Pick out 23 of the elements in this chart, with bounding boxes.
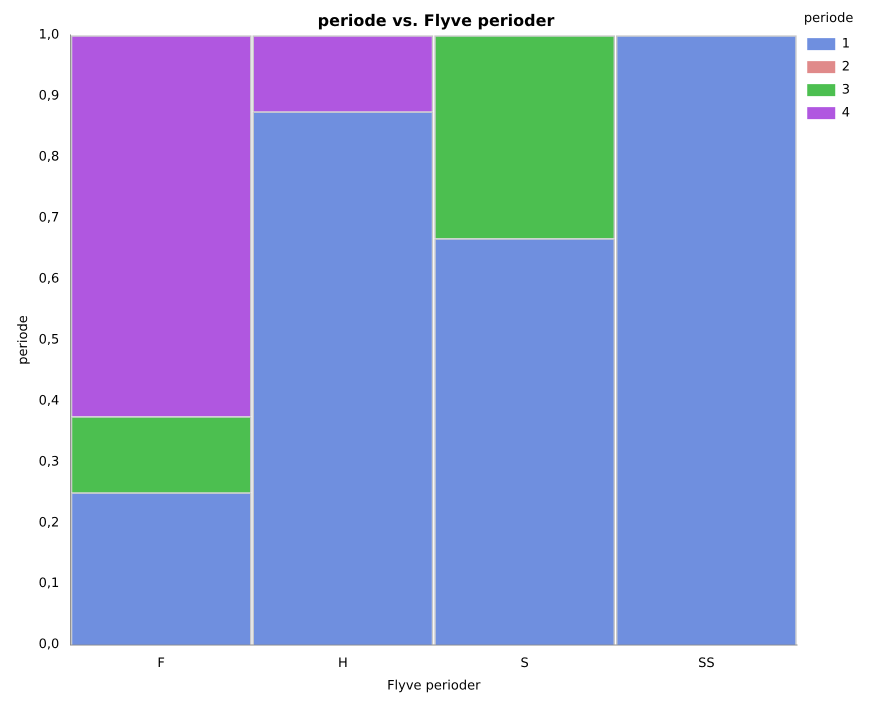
x-tick-label: S (520, 656, 529, 671)
legend-label: 3 (842, 82, 850, 98)
legend-label: 2 (842, 59, 850, 74)
y-tick-label: 0,2 (38, 515, 60, 530)
y-tick-label: 1,0 (38, 28, 60, 43)
x-tick-label: F (157, 656, 165, 671)
legend-label: 4 (842, 105, 850, 120)
legend-title: periode (804, 10, 854, 26)
y-tick-label: 0,4 (38, 393, 60, 408)
y-tick-label: 0,3 (38, 454, 60, 470)
y-tick-label: 0,1 (38, 576, 60, 592)
y-tick-label: 0,0 (38, 637, 60, 652)
y-tick-label: 0,7 (38, 210, 60, 226)
x-axis-title: Flyve perioder (387, 678, 482, 694)
x-tick-label: SS (698, 656, 715, 671)
y-tick-label: 0,6 (38, 271, 60, 286)
chart-title: periode vs. Flyve perioder (318, 10, 554, 30)
legend-label: 1 (842, 36, 850, 52)
y-tick-label: 0,8 (38, 149, 60, 164)
y-tick-label: 0,5 (38, 332, 60, 348)
y-axis-title: periode (16, 315, 32, 365)
x-tick-label: H (338, 656, 348, 671)
y-tick-label: 0,9 (38, 88, 60, 104)
